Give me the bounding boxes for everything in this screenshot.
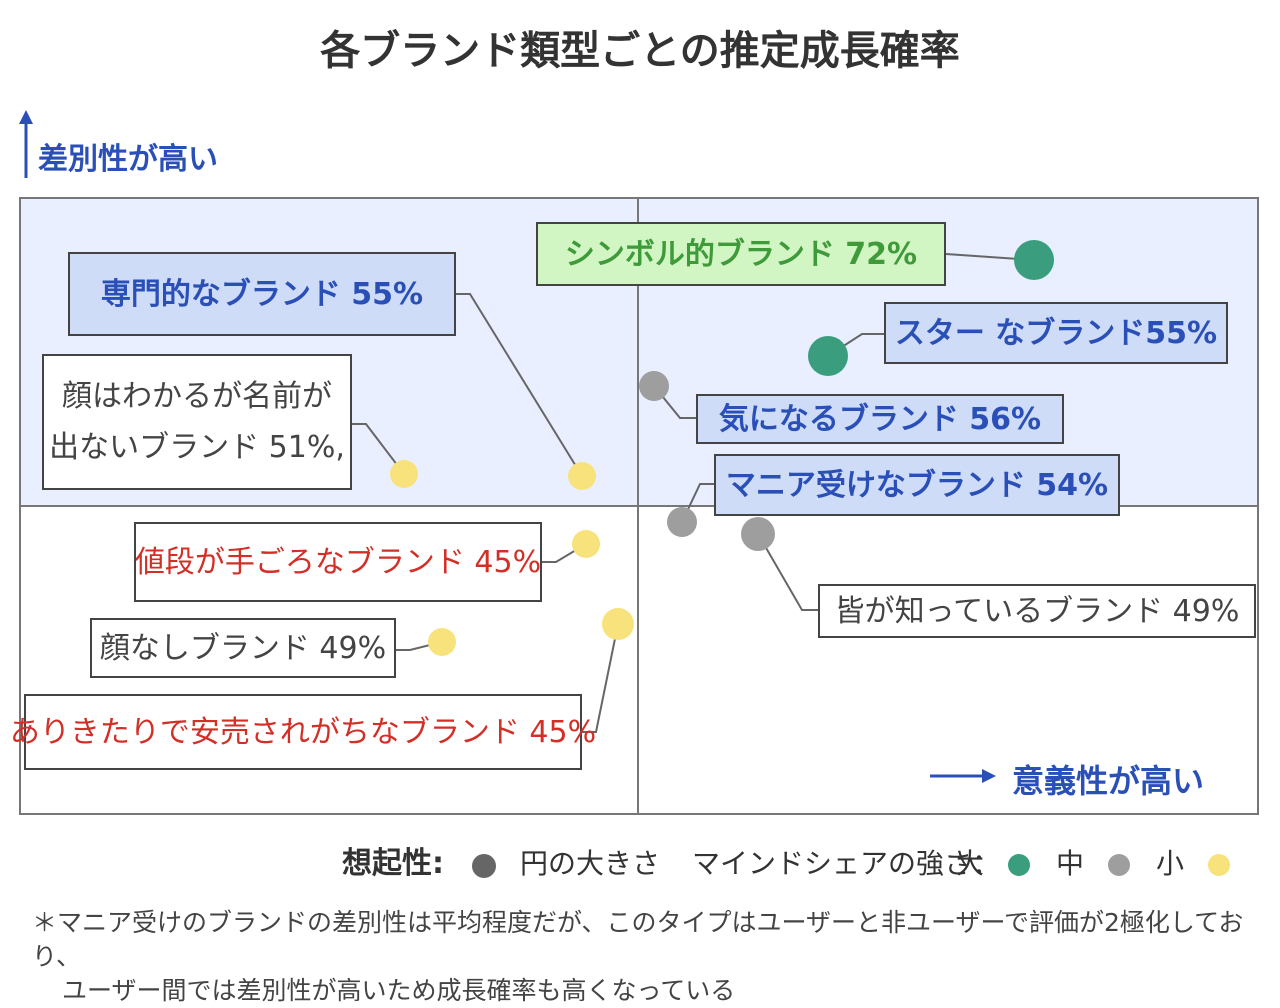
legend: 想起性: 円の大きさ マインドシェアの強さ： 大 中 小	[0, 844, 1280, 884]
bubble-known	[741, 517, 775, 551]
bubble-faceless	[428, 628, 456, 656]
label-ordinary-brand: ありきたりで安売されがちなブランド 45%	[10, 694, 596, 770]
leader-known	[757, 533, 818, 611]
x-axis-label: 意義性が高い	[1012, 762, 1205, 800]
legend-medium-dot	[1108, 854, 1130, 876]
legend-medium-text: 中	[1056, 847, 1085, 880]
leader-face	[352, 423, 405, 475]
bubble-face	[390, 460, 418, 488]
footnote-line1: ＊マニア受けのブランドの差別性は平均程度だが、このタイプはユーザーと非ユーザーで…	[32, 908, 1244, 971]
legend-small-dot	[1208, 854, 1230, 876]
leader-specialist	[456, 293, 583, 477]
label-specialist-brand: 専門的なブランド 55%	[68, 252, 456, 336]
label-faceless-brand: 顔なしブランド 49%	[90, 618, 396, 678]
legend-title: 想起性:	[342, 846, 444, 881]
y-axis-arrow-head	[19, 110, 33, 124]
legend-size-dot	[472, 854, 496, 878]
legend-large-dot	[1008, 854, 1030, 876]
bubble-interest	[639, 371, 669, 401]
legend-share-text: マインドシェアの強さ：	[692, 847, 1001, 880]
label-face-brand-line1: 顔はわかるが名前が	[62, 379, 332, 414]
legend-small-text: 小	[1156, 847, 1185, 880]
bubble-mania	[667, 507, 697, 537]
footnote-line2: ユーザー間では差別性が高いため成長確率も高くなっている	[62, 976, 736, 1005]
label-mania-brand: マニア受けなブランド 54%	[714, 454, 1120, 516]
bubble-symbol	[1014, 240, 1054, 280]
label-known-brand: 皆が知っているブランド 49%	[818, 584, 1256, 638]
bubble-ordinary	[602, 608, 634, 640]
label-star-brand: スター なブランド55%	[884, 302, 1228, 364]
bubble-star	[808, 336, 848, 376]
label-symbol-brand: シンボル的ブランド 72%	[536, 222, 946, 286]
label-price-brand: 値段が手ごろなブランド 45%	[134, 522, 542, 602]
bubble-price	[572, 530, 600, 558]
leader-ordinary	[582, 623, 619, 733]
chart-title: 各ブランド類型ごとの推定成長確率	[320, 28, 960, 74]
y-axis-label: 差別性が高い	[38, 142, 218, 177]
footnote: ＊マニア受けのブランドの差別性は平均程度だが、このタイプはユーザーと非ユーザーで…	[32, 906, 1262, 1008]
legend-large-text: 大	[956, 847, 985, 880]
bubble-specialist	[568, 462, 596, 490]
x-axis-arrow-head	[982, 769, 996, 783]
label-face-brand-line2: 出ないブランド 51%,	[49, 430, 345, 465]
legend-size-text: 円の大きさ	[520, 847, 661, 880]
label-face-brand: 顔はわかるが名前が 出ないブランド 51%,	[42, 354, 352, 490]
label-interest-brand: 気になるブランド 56%	[696, 394, 1064, 444]
